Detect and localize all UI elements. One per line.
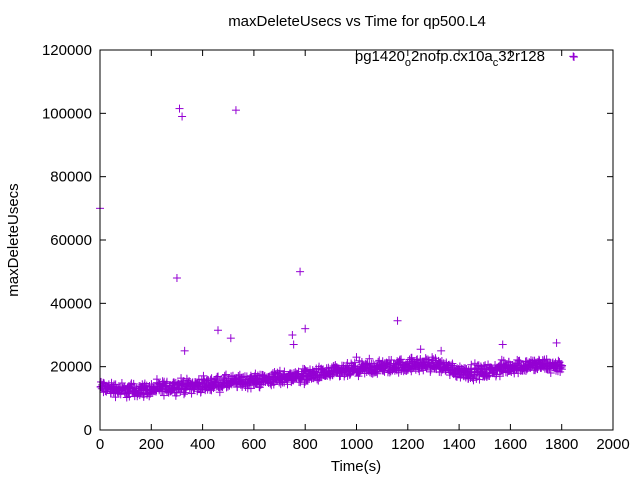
- data-point: [407, 353, 416, 362]
- data-point: [301, 324, 310, 333]
- x-tick-label: 2000: [596, 436, 629, 453]
- x-tick-label: 1600: [494, 436, 527, 453]
- data-point: [448, 361, 457, 370]
- data-point: [445, 360, 454, 369]
- data-point: [237, 373, 246, 382]
- legend-subscript: o: [405, 57, 411, 69]
- data-point: [554, 356, 563, 365]
- x-tick-label: 1800: [545, 436, 578, 453]
- data-point: [193, 387, 202, 396]
- data-point: [187, 389, 196, 398]
- data-point: [365, 354, 374, 363]
- data-point: [350, 358, 359, 367]
- data-point: [140, 379, 149, 388]
- data-point: [416, 356, 425, 365]
- data-point: [289, 340, 298, 349]
- data-point: [492, 370, 501, 379]
- data-point: [111, 393, 120, 402]
- y-tick-label: 60000: [50, 232, 92, 249]
- data-point: [159, 391, 168, 400]
- data-point: [352, 353, 361, 362]
- chart-title: maxDeleteUsecs vs Time for qp500.L4: [228, 13, 486, 30]
- data-point: [557, 365, 566, 374]
- data-point: [461, 364, 470, 373]
- data-point: [393, 316, 402, 325]
- legend-part: 2nofp.cx10a: [411, 48, 493, 65]
- x-tick-label: 400: [190, 436, 215, 453]
- data-point: [288, 331, 297, 339]
- y-axis-label: maxDeleteUsecs: [5, 183, 22, 296]
- x-tick-label: 800: [293, 436, 318, 453]
- data-point: [111, 380, 120, 389]
- x-tick-label: 1400: [442, 436, 475, 453]
- data-point: [226, 334, 235, 343]
- data-point: [397, 355, 406, 364]
- data-point: [213, 326, 222, 335]
- data-point: [152, 375, 161, 384]
- data-point: [299, 371, 308, 380]
- y-tick-label: 120000: [42, 42, 92, 59]
- data-point: [378, 357, 387, 366]
- legend: pg1420o2nofp.cx10ac32r128: [355, 48, 578, 69]
- data-point: [275, 366, 284, 375]
- x-tick-label: 600: [241, 436, 266, 453]
- data-point: [375, 356, 384, 365]
- data-point: [172, 274, 181, 282]
- x-tick-label: 200: [139, 436, 164, 453]
- x-tick-label: 1200: [391, 436, 424, 453]
- data-point: [296, 267, 305, 276]
- data-point: [426, 367, 435, 376]
- y-tick-label: 80000: [50, 169, 92, 186]
- data-point: [428, 353, 437, 362]
- data-point: [220, 371, 229, 380]
- data-point: [498, 340, 507, 349]
- data-point: [175, 104, 184, 113]
- data-point: [178, 112, 187, 121]
- data-point: [151, 386, 160, 395]
- data-point: [416, 345, 425, 354]
- data-point: [467, 360, 476, 369]
- data-point: [231, 106, 240, 115]
- data-point: [354, 372, 363, 381]
- x-tick-label: 1000: [340, 436, 373, 453]
- x-tick-label: 0: [96, 436, 104, 453]
- data-point: [129, 379, 138, 388]
- data-point: [569, 52, 578, 61]
- plot-points: [96, 52, 578, 402]
- y-tick-label: 40000: [50, 295, 92, 312]
- x-axis-label: Time(s): [331, 458, 381, 475]
- legend-part: pg1420: [355, 48, 405, 65]
- data-point: [497, 355, 506, 364]
- y-tick-label: 0: [84, 422, 92, 439]
- data-point: [214, 372, 223, 381]
- legend-label: pg1420o2nofp.cx10ac32r128: [355, 48, 545, 69]
- data-point: [437, 346, 446, 355]
- data-point: [246, 384, 255, 393]
- legend-part: 32r128: [498, 48, 545, 65]
- legend-subscript: c: [493, 57, 499, 69]
- data-point: [199, 371, 208, 380]
- y-tick-label: 100000: [42, 105, 92, 122]
- data-point: [515, 356, 524, 365]
- legend-marker: [570, 53, 578, 61]
- data-point: [180, 346, 189, 355]
- y-tick-label: 20000: [50, 359, 92, 376]
- axis-ticks: 0 200 400 600 800 1000 1200 1400 1600 1800 2000020…: [42, 42, 630, 453]
- data-point: [552, 338, 561, 347]
